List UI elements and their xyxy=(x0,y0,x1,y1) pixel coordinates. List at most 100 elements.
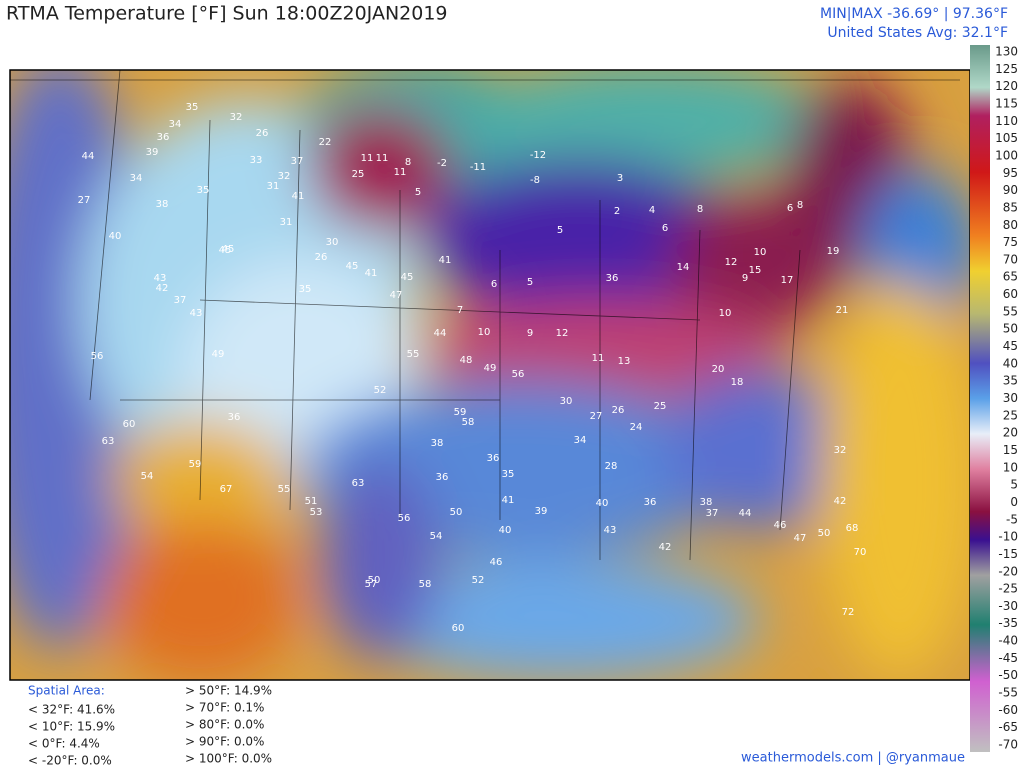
station-temp: 11 xyxy=(376,153,389,164)
colorbar-label: -45 xyxy=(998,651,1018,665)
station-temp: 36 xyxy=(228,412,241,423)
stat: > 100°F: 0.0% xyxy=(185,752,272,766)
station-temp: 32 xyxy=(278,171,291,182)
station-temp: 36 xyxy=(157,132,170,143)
stats-heading: Spatial Area: xyxy=(28,684,105,698)
colorbar-label: -55 xyxy=(998,686,1018,700)
station-temp: 56 xyxy=(91,351,104,362)
station-temp: 10 xyxy=(478,327,491,338)
station-temp: 27 xyxy=(590,411,603,422)
station-temp: 41 xyxy=(502,495,515,506)
station-temp: 15 xyxy=(749,265,762,276)
stat: < 10°F: 15.9% xyxy=(28,720,115,734)
station-temp: 60 xyxy=(452,623,465,634)
station-temp: 8 xyxy=(405,157,411,168)
station-temp: 49 xyxy=(484,363,497,374)
station-temp: 11 xyxy=(592,353,605,364)
station-temp: 9 xyxy=(742,273,748,284)
station-temp: 18 xyxy=(731,377,744,388)
station-temp: 37 xyxy=(174,295,187,306)
colorbar-label: 125 xyxy=(995,62,1018,76)
credit: weathermodels.com | @ryanmaue xyxy=(741,751,965,766)
station-temp: 53 xyxy=(310,507,323,518)
station-temp: 43 xyxy=(604,525,617,536)
station-temp: 32 xyxy=(230,112,243,123)
station-temp: 47 xyxy=(794,533,807,544)
stat: > 50°F: 14.9% xyxy=(185,684,272,698)
station-temp: 56 xyxy=(512,369,525,380)
station-temp: 20 xyxy=(712,364,725,375)
station-temp: 36 xyxy=(644,497,657,508)
station-temp: 43 xyxy=(154,273,167,284)
station-temp: 36 xyxy=(606,273,619,284)
station-temp: 36 xyxy=(487,453,500,464)
station-temp: 37 xyxy=(706,508,719,519)
station-temp: 39 xyxy=(535,506,548,517)
station-temp: 25 xyxy=(654,401,667,412)
station-temp: 35 xyxy=(197,185,210,196)
colorbar-label: 50 xyxy=(1003,322,1018,336)
colorbar-label: 40 xyxy=(1003,356,1018,370)
colorbar-label: -15 xyxy=(998,547,1018,561)
station-temp: 35 xyxy=(186,102,199,113)
station-temp: 5 xyxy=(415,187,421,198)
colorbar-label: 55 xyxy=(1003,304,1018,318)
station-temp: 26 xyxy=(256,128,269,139)
station-temp: 58 xyxy=(462,417,475,428)
colorbar-label: -35 xyxy=(998,616,1018,630)
colorbar-label: 35 xyxy=(1003,374,1018,388)
title: RTMA Temperature [°F] Sun 18:00Z20JAN201… xyxy=(6,3,448,25)
colorbar-label: -30 xyxy=(998,599,1018,613)
station-temp: 31 xyxy=(280,217,293,228)
colorbar-label: 5 xyxy=(1010,478,1018,492)
station-temp: 34 xyxy=(574,435,587,446)
station-temp: 30 xyxy=(560,396,573,407)
station-temp: 56 xyxy=(398,513,411,524)
station-temp: 6 xyxy=(491,279,497,290)
colorbar-label: 130 xyxy=(995,45,1018,59)
station-temp: 34 xyxy=(169,119,182,130)
station-temp: 33 xyxy=(250,155,263,166)
station-temp: 52 xyxy=(374,385,387,396)
station-temp: 8 xyxy=(797,200,803,211)
station-temp: 35 xyxy=(299,284,312,295)
station-temp: 42 xyxy=(156,283,169,294)
colorbar-label: 25 xyxy=(1003,408,1018,422)
station-temp: 40 xyxy=(109,231,122,242)
station-temp: 6 xyxy=(662,223,668,234)
station-temp: 46 xyxy=(490,557,503,568)
colorbar-label: 20 xyxy=(1003,426,1018,440)
colorbar-label: 90 xyxy=(1003,183,1018,197)
station-temp: 58 xyxy=(419,579,432,590)
colorbar-label: 95 xyxy=(1003,166,1018,180)
colorbar-label: -25 xyxy=(998,582,1018,596)
station-temp: 42 xyxy=(659,542,672,553)
station-temp: 27 xyxy=(78,195,91,206)
station-temp: 42 xyxy=(834,496,847,507)
station-temp: 38 xyxy=(700,497,713,508)
colorbar-label: -50 xyxy=(998,668,1018,682)
stat: > 90°F: 0.0% xyxy=(185,735,264,749)
station-temp: 50 xyxy=(450,507,463,518)
station-temp: 48 xyxy=(460,355,473,366)
station-temp: 44 xyxy=(739,508,752,519)
station-temp: 14 xyxy=(677,262,690,273)
station-temp: 41 xyxy=(292,191,305,202)
colorbar-label: 75 xyxy=(1003,235,1018,249)
colorbar-label: 80 xyxy=(1003,218,1018,232)
stat: > 80°F: 0.0% xyxy=(185,718,264,732)
station-temp: 9 xyxy=(527,328,533,339)
station-temp: 68 xyxy=(846,523,859,534)
station-temp: 26 xyxy=(612,405,625,416)
colorbar-label: 0 xyxy=(1010,495,1018,509)
colorbar-label: 65 xyxy=(1003,270,1018,284)
station-temp: 46 xyxy=(774,520,787,531)
station-temp: 70 xyxy=(854,547,867,558)
colorbar-label: 120 xyxy=(995,79,1018,93)
station-temp: 25 xyxy=(352,169,365,180)
station-temp: 41 xyxy=(365,268,378,279)
station-temp: 2 xyxy=(614,206,620,217)
station-temp: 28 xyxy=(605,461,618,472)
station-temp: 30 xyxy=(326,237,339,248)
station-temp: 36 xyxy=(436,472,449,483)
